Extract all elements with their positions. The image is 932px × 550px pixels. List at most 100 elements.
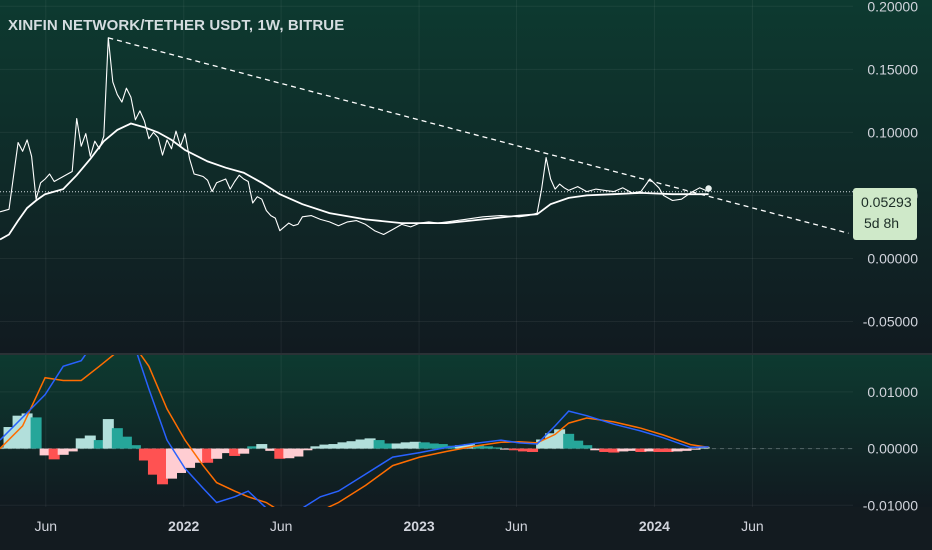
histogram-bar bbox=[0, 447, 6, 449]
bar-countdown: 5d 8h bbox=[864, 215, 900, 231]
histogram-bar bbox=[111, 428, 123, 449]
price-line[interactable] bbox=[0, 37, 709, 236]
histogram-bar bbox=[581, 445, 593, 449]
histogram-bar bbox=[102, 419, 114, 449]
last-price-marker bbox=[705, 185, 712, 192]
histogram-bar bbox=[563, 433, 575, 449]
histogram-bar bbox=[328, 444, 340, 449]
histogram-bar bbox=[472, 445, 484, 449]
histogram-bar bbox=[147, 448, 159, 475]
histogram-bar bbox=[274, 448, 286, 459]
histogram-bar bbox=[84, 435, 96, 449]
histogram-bar bbox=[319, 444, 331, 449]
histogram-bar bbox=[364, 438, 376, 449]
histogram-bar bbox=[572, 440, 584, 449]
histogram-bar bbox=[518, 448, 530, 452]
macd-tick-label: 0.01000 bbox=[867, 384, 918, 400]
macd-tick-label: 0.00000 bbox=[867, 441, 918, 457]
grid bbox=[0, 0, 853, 507]
histogram-bar bbox=[644, 448, 656, 452]
histogram-bar bbox=[499, 448, 511, 450]
histogram-bar bbox=[202, 448, 214, 463]
macd-axis[interactable]: 0.01000 0.00000 -0.01000 bbox=[863, 384, 918, 513]
time-tick-label: Jun bbox=[741, 518, 764, 534]
histogram-bar bbox=[427, 443, 439, 449]
histogram-bar bbox=[490, 447, 502, 449]
histogram-bar bbox=[310, 446, 322, 449]
time-tick-label: 2023 bbox=[404, 518, 435, 534]
histogram-bar bbox=[418, 442, 430, 449]
histogram-bar bbox=[229, 448, 241, 456]
histogram-bar bbox=[635, 448, 647, 452]
price-tick-label: 0.00000 bbox=[867, 250, 918, 266]
histogram-bar bbox=[391, 443, 403, 449]
histogram-bar bbox=[680, 448, 692, 451]
histogram-bar bbox=[256, 444, 268, 449]
histogram-bar bbox=[662, 448, 674, 452]
pane-separator[interactable] bbox=[0, 353, 932, 355]
histogram-bar bbox=[30, 417, 42, 449]
histogram-bar bbox=[48, 448, 60, 460]
histogram-bar bbox=[590, 448, 602, 451]
price-tick-label: 0.10000 bbox=[867, 124, 918, 140]
price-tick-label: -0.05000 bbox=[863, 313, 918, 329]
time-tick-label: Jun bbox=[34, 518, 57, 534]
histogram-bar bbox=[156, 448, 168, 485]
last-price-label: 0.05293 5d 8h bbox=[853, 188, 917, 240]
price-pane[interactable] bbox=[0, 37, 853, 241]
histogram-bar bbox=[409, 441, 421, 449]
histogram-bar bbox=[355, 439, 367, 449]
chart-title: XINFIN NETWORK/TETHER USDT, 1W, BITRUE bbox=[8, 17, 345, 34]
histogram-bar bbox=[166, 448, 178, 479]
time-tick-label: 2022 bbox=[168, 518, 199, 534]
signal-line[interactable] bbox=[0, 341, 709, 517]
histogram-bar bbox=[283, 448, 295, 459]
time-tick-labels: Jun 2022 Jun 2023 Jun 2024 Jun bbox=[34, 518, 763, 534]
histogram-bar bbox=[536, 439, 548, 449]
histogram-bar bbox=[382, 443, 394, 449]
histogram-bar bbox=[400, 442, 412, 449]
last-price-value: 0.05293 bbox=[861, 194, 912, 210]
macd-tick-label: -0.01000 bbox=[863, 497, 918, 513]
histogram-bar bbox=[337, 442, 349, 449]
histogram-bar bbox=[120, 436, 132, 449]
histogram-bar bbox=[21, 413, 33, 449]
moving-average-line[interactable] bbox=[0, 122, 709, 241]
histogram-bar bbox=[301, 448, 313, 451]
histogram-bar bbox=[247, 446, 259, 449]
time-tick-label: Jun bbox=[505, 518, 528, 534]
histogram-bar bbox=[626, 448, 638, 451]
histogram-bar bbox=[436, 444, 448, 449]
histogram-bar bbox=[373, 440, 385, 449]
macd-line[interactable] bbox=[0, 335, 709, 519]
histogram-bar bbox=[545, 433, 557, 449]
histogram-bar bbox=[129, 445, 141, 449]
trendline[interactable] bbox=[108, 37, 849, 234]
histogram-bar bbox=[3, 427, 15, 449]
histogram-bar bbox=[527, 448, 539, 452]
macd-pane[interactable] bbox=[0, 335, 853, 519]
histogram-bar bbox=[346, 441, 358, 449]
histogram-bar bbox=[12, 415, 24, 449]
histogram-bar bbox=[184, 448, 196, 468]
histogram-bar bbox=[454, 445, 466, 449]
histogram-bar bbox=[599, 448, 611, 452]
histogram-bar bbox=[554, 429, 566, 449]
histogram-bar bbox=[617, 448, 629, 452]
histogram-bar bbox=[481, 446, 493, 449]
time-axis[interactable] bbox=[0, 507, 932, 550]
histogram-bar bbox=[138, 448, 150, 461]
price-tick-label: 0.20000 bbox=[867, 0, 918, 14]
histogram-bar bbox=[39, 448, 51, 456]
histogram-bar bbox=[193, 448, 205, 463]
histogram-bar bbox=[608, 448, 620, 453]
histogram-bar bbox=[463, 444, 475, 449]
price-pane-background bbox=[0, 0, 932, 353]
histogram-bar bbox=[671, 448, 683, 452]
histogram-bar bbox=[220, 448, 232, 454]
time-tick-label: Jun bbox=[270, 518, 293, 534]
histogram-bar bbox=[653, 448, 665, 452]
histogram-bar bbox=[238, 448, 250, 454]
